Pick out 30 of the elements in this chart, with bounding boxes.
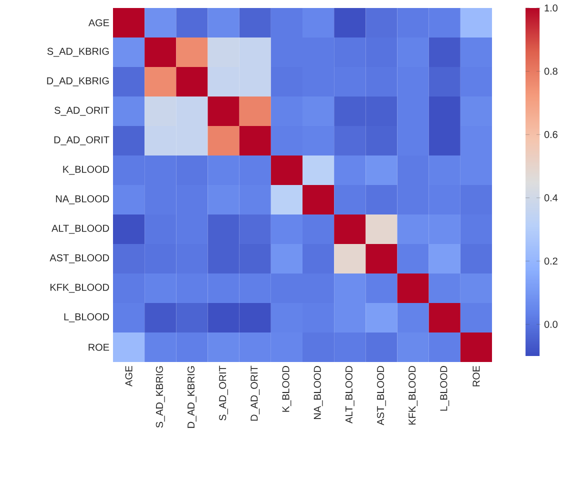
x-tick-label: S_AD_ORIT <box>219 366 228 420</box>
x-tick-label: ALT_BLOOD <box>345 366 354 424</box>
x-tick-label: KFK_BLOOD <box>408 366 418 425</box>
x-tick-label: K_BLOOD <box>282 366 292 412</box>
x-tick-label: L_BLOOD <box>440 366 450 411</box>
x-tick-label: S_AD_KBRIG <box>156 366 165 428</box>
y-tick-label: NA_BLOOD <box>56 195 109 204</box>
y-tick-label: D_AD_KBRIG <box>47 77 109 86</box>
y-tick-label: ROE <box>88 344 110 351</box>
y-tick-label: S_AD_KBRIG <box>47 48 109 57</box>
x-tick-label: AST_BLOOD <box>376 366 386 426</box>
y-tick-label: D_AD_ORIT <box>54 136 110 146</box>
y-tick-label: ALT_BLOOD <box>52 224 110 234</box>
y-tick-label: AST_BLOOD <box>50 254 110 264</box>
y-tick-label: S_AD_ORIT <box>54 106 110 116</box>
y-tick-label: K_BLOOD <box>63 166 110 175</box>
y-tick-label: L_BLOOD <box>64 313 109 322</box>
color-bar-label: 1.0 <box>544 4 558 12</box>
color-bar-label: 0.0 <box>544 320 558 328</box>
color-bar-label: 0.2 <box>544 258 558 265</box>
y-tick-label: KFK_BLOOD <box>50 284 110 293</box>
x-tick-label: D_AD_KBRIG <box>187 366 196 428</box>
x-tick-label: AGE <box>125 366 132 387</box>
x-tick-label: ROE <box>472 366 480 386</box>
color-bar-label: 0.8 <box>544 68 558 75</box>
color-bar-label: 0.4 <box>544 194 558 202</box>
color-bar-label: 0.6 <box>544 131 558 138</box>
x-tick-label: D_AD_ORIT <box>250 366 260 421</box>
x-tick-label: NA_BLOOD <box>314 366 323 419</box>
y-tick-label: AGE <box>88 19 110 26</box>
